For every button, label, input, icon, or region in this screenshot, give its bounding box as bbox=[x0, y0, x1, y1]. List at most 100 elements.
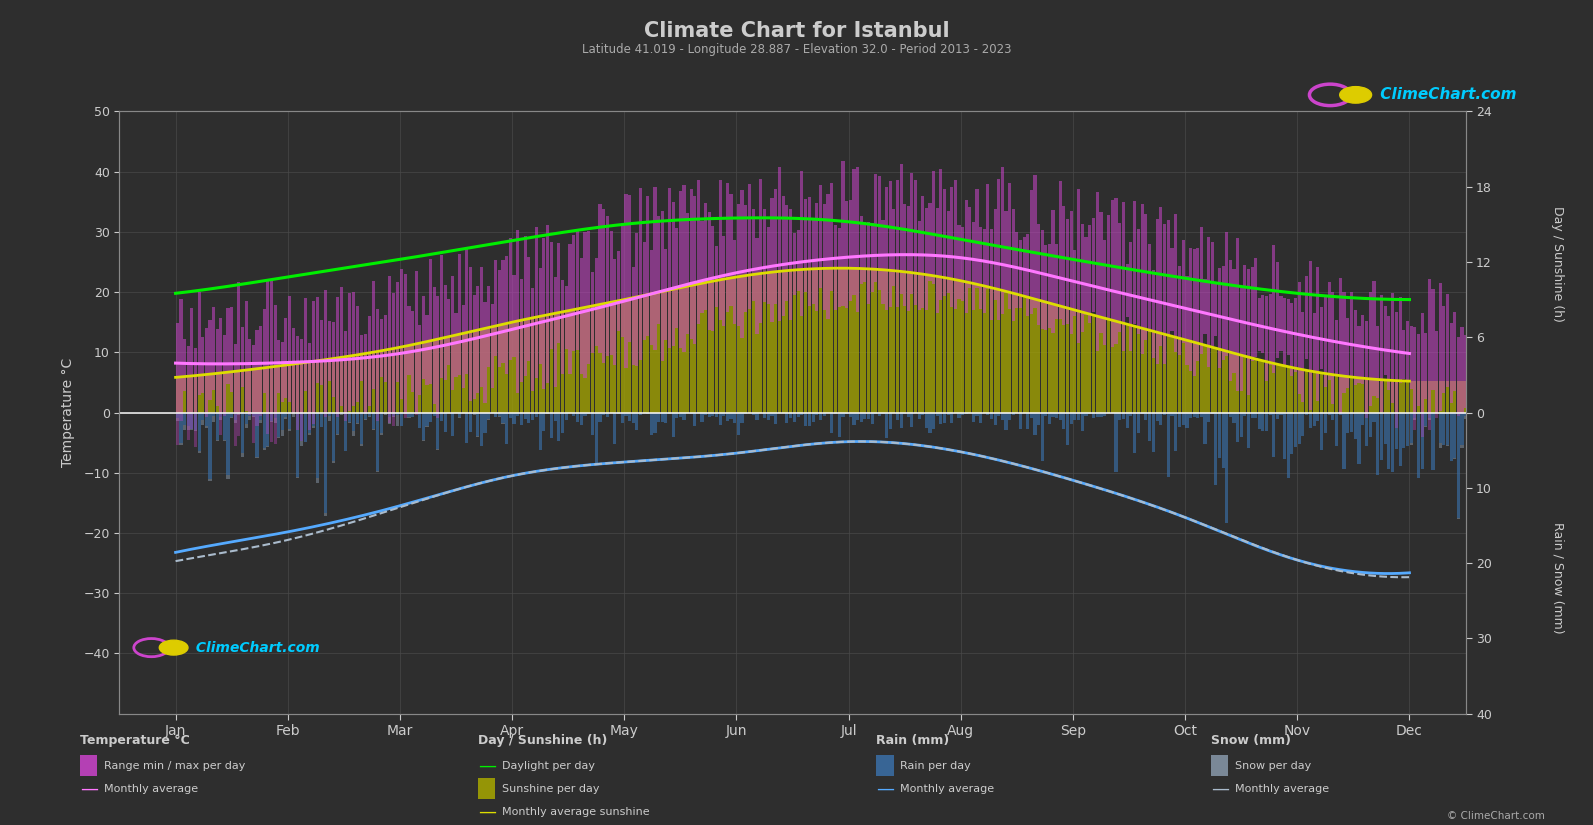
Bar bbox=[349, 422, 352, 423]
Bar bbox=[1203, 279, 1206, 334]
Bar bbox=[245, 412, 247, 424]
Bar bbox=[744, 205, 747, 312]
Bar bbox=[1301, 312, 1305, 402]
Bar bbox=[274, 418, 277, 423]
Bar bbox=[1424, 412, 1427, 426]
Bar bbox=[1432, 412, 1435, 469]
Bar bbox=[1121, 323, 1125, 412]
Bar bbox=[1026, 233, 1029, 316]
Bar bbox=[487, 419, 491, 420]
Bar bbox=[550, 412, 553, 438]
Bar bbox=[1026, 412, 1029, 429]
Bar bbox=[524, 319, 527, 412]
Bar bbox=[1335, 320, 1338, 375]
Bar bbox=[1219, 349, 1222, 412]
Bar bbox=[860, 412, 863, 422]
Bar bbox=[1152, 412, 1155, 452]
Bar bbox=[793, 412, 796, 422]
Bar bbox=[1193, 249, 1196, 376]
Bar bbox=[274, 412, 277, 418]
Bar bbox=[1305, 276, 1308, 359]
Bar bbox=[465, 412, 468, 442]
Bar bbox=[616, 412, 620, 414]
Bar bbox=[704, 412, 707, 415]
Bar bbox=[1410, 381, 1413, 412]
Bar bbox=[513, 322, 516, 412]
Bar bbox=[1475, 342, 1478, 412]
Bar bbox=[1118, 223, 1121, 332]
Bar bbox=[1301, 370, 1305, 412]
Bar bbox=[766, 272, 769, 412]
Bar bbox=[1475, 380, 1478, 412]
Bar bbox=[1507, 422, 1510, 429]
Bar bbox=[1512, 412, 1515, 431]
Bar bbox=[935, 412, 938, 417]
Bar bbox=[483, 328, 486, 412]
Bar bbox=[1496, 295, 1499, 412]
Text: Range min / max per day: Range min / max per day bbox=[104, 761, 245, 771]
Bar bbox=[263, 448, 266, 450]
Bar bbox=[910, 273, 913, 412]
Bar bbox=[741, 191, 744, 338]
Bar bbox=[975, 412, 978, 416]
Bar bbox=[535, 227, 538, 378]
Bar bbox=[943, 412, 946, 423]
Bar bbox=[1365, 379, 1368, 412]
Bar bbox=[266, 280, 269, 412]
Bar bbox=[693, 285, 696, 412]
Bar bbox=[1427, 412, 1431, 430]
Bar bbox=[1493, 380, 1496, 412]
Bar bbox=[260, 412, 263, 420]
Bar bbox=[553, 277, 556, 387]
Bar bbox=[1008, 292, 1012, 412]
Bar bbox=[198, 412, 201, 451]
Bar bbox=[1376, 412, 1380, 474]
Bar bbox=[819, 186, 822, 288]
Bar bbox=[1177, 412, 1180, 427]
Text: ClimeChart.com: ClimeChart.com bbox=[1375, 87, 1517, 102]
Bar bbox=[341, 412, 344, 414]
Bar bbox=[1413, 412, 1416, 431]
Bar bbox=[986, 412, 989, 416]
Bar bbox=[752, 412, 755, 415]
Bar bbox=[875, 174, 878, 282]
Bar bbox=[599, 304, 602, 412]
Bar bbox=[1247, 357, 1251, 412]
Bar bbox=[440, 255, 443, 378]
Bar bbox=[929, 204, 932, 281]
Bar bbox=[1222, 351, 1225, 412]
Bar bbox=[312, 301, 315, 412]
Bar bbox=[830, 412, 833, 433]
Bar bbox=[1085, 412, 1088, 416]
Bar bbox=[1464, 412, 1467, 416]
Bar bbox=[483, 412, 486, 433]
Bar bbox=[661, 211, 664, 361]
Bar bbox=[201, 420, 204, 425]
Bar bbox=[647, 196, 650, 336]
Bar bbox=[274, 304, 277, 412]
Bar bbox=[855, 167, 859, 312]
Bar bbox=[1233, 412, 1236, 423]
Bar bbox=[194, 412, 198, 430]
Bar bbox=[285, 412, 287, 417]
Bar bbox=[397, 347, 400, 412]
Bar bbox=[782, 196, 785, 316]
Bar bbox=[229, 412, 233, 417]
Bar bbox=[752, 209, 755, 300]
Bar bbox=[1262, 295, 1265, 353]
Bar bbox=[785, 271, 789, 412]
Bar bbox=[425, 315, 429, 385]
Text: Rain (mm): Rain (mm) bbox=[876, 734, 949, 747]
Bar bbox=[524, 236, 527, 376]
Bar bbox=[1020, 295, 1023, 412]
Bar bbox=[918, 221, 921, 310]
Bar bbox=[1464, 416, 1467, 419]
Bar bbox=[647, 412, 650, 414]
Bar bbox=[223, 412, 226, 416]
Bar bbox=[1472, 424, 1475, 426]
Bar bbox=[299, 441, 303, 446]
Bar bbox=[360, 445, 363, 446]
Bar bbox=[226, 372, 229, 412]
Bar bbox=[736, 412, 739, 435]
Bar bbox=[580, 309, 583, 412]
